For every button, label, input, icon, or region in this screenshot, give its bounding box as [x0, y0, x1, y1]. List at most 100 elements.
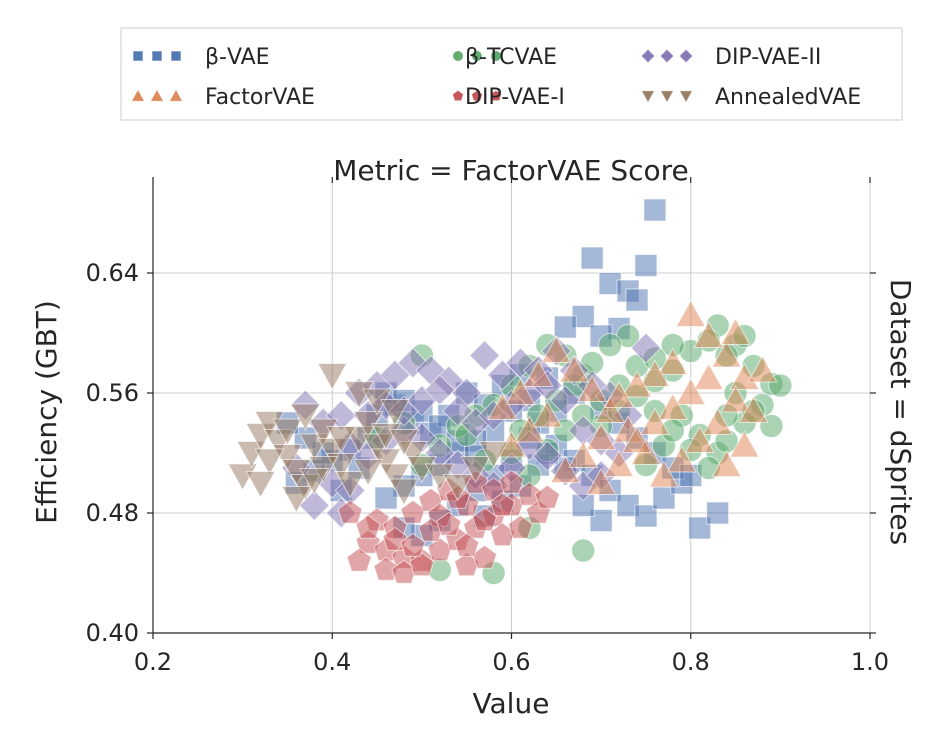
data-point	[487, 392, 518, 420]
data-point	[272, 418, 303, 446]
data-point	[675, 377, 706, 405]
series-triangle-down	[227, 363, 509, 514]
legend-marker	[149, 88, 165, 102]
data-point	[603, 380, 635, 408]
legend-marker	[451, 89, 465, 102]
legend-marker	[678, 48, 694, 64]
x-axis-label: Value	[473, 687, 550, 720]
data-point	[388, 478, 420, 506]
legend-marker	[490, 50, 502, 62]
legend-item: FactorVAE	[130, 85, 315, 110]
data-point	[541, 335, 572, 363]
data-point	[346, 547, 372, 572]
data-point	[693, 362, 724, 390]
legend-item: AnnealedVAE	[640, 85, 861, 110]
data-point	[720, 385, 751, 413]
legend-marker	[151, 50, 163, 62]
x-tick-label: 0.2	[134, 648, 172, 676]
data-point	[454, 532, 480, 557]
data-point	[559, 355, 590, 383]
data-point	[598, 332, 623, 358]
data-point	[382, 526, 408, 551]
data-point	[374, 486, 398, 510]
data-point	[469, 339, 501, 372]
legend-marker	[471, 50, 483, 62]
legend-marker	[132, 50, 144, 62]
series-pentagon	[337, 469, 560, 584]
data-point	[603, 449, 635, 477]
data-point	[352, 459, 384, 487]
data-point	[684, 425, 715, 453]
data-point	[549, 384, 581, 417]
facet-row-label: Dataset = dSprites	[884, 279, 917, 545]
legend-label: DIP-VAE-I	[465, 85, 565, 110]
legend-item: β-TCVAE	[452, 45, 557, 70]
data-point	[738, 395, 769, 423]
data-point	[634, 254, 658, 277]
data-point	[298, 489, 330, 522]
legend-marker	[130, 88, 146, 102]
data-point	[666, 445, 697, 473]
data-point	[577, 374, 608, 402]
data-point	[424, 374, 456, 406]
data-point	[326, 426, 357, 454]
data-point	[594, 395, 626, 423]
data-point	[317, 363, 348, 391]
x-tick-label: 0.8	[672, 648, 710, 676]
legend-marker	[168, 88, 184, 102]
data-point	[589, 509, 613, 532]
data-point	[290, 403, 321, 431]
x-tick-label: 0.6	[492, 648, 530, 676]
data-point	[675, 299, 706, 327]
data-point	[585, 422, 617, 450]
data-point	[460, 456, 491, 484]
data-point	[379, 399, 411, 427]
legend-marker	[170, 50, 182, 62]
data-point	[688, 516, 712, 540]
legend-label: DIP-VAE-II	[715, 45, 821, 70]
data-point	[634, 504, 658, 528]
data-point	[337, 499, 363, 524]
data-point	[747, 355, 778, 383]
legend-item: DIP-VAE-I	[451, 85, 565, 110]
data-point	[489, 492, 516, 517]
legend-label: β-TCVAE	[465, 45, 557, 70]
legend-marker	[678, 90, 694, 104]
data-point	[706, 501, 730, 525]
data-point	[585, 467, 617, 495]
data-point	[523, 359, 554, 387]
data-point	[531, 440, 563, 472]
legend-marker	[640, 90, 656, 104]
series-triangle-up	[487, 299, 778, 495]
data-point	[693, 320, 724, 348]
data-point	[505, 377, 536, 405]
legend-label: FactorVAE	[205, 85, 315, 110]
data-point	[639, 359, 671, 387]
data-point	[648, 460, 680, 488]
data-point	[534, 484, 560, 509]
legend-marker	[659, 90, 675, 104]
data-point	[550, 455, 581, 483]
data-point	[245, 471, 276, 499]
y-tick-label: 0.48	[86, 499, 139, 527]
data-point	[442, 474, 473, 502]
data-point	[478, 441, 509, 469]
data-point	[436, 511, 462, 536]
data-point	[621, 425, 653, 453]
x-tick-label: 1.0	[851, 648, 889, 676]
legend-label: AnnealedVAE	[715, 85, 861, 110]
data-point	[720, 317, 751, 345]
data-point	[379, 463, 411, 491]
y-axis-label: Efficiency (GBT)	[30, 300, 63, 524]
data-point	[532, 400, 563, 428]
legend-marker	[489, 89, 503, 102]
data-point	[568, 440, 599, 468]
data-point	[657, 392, 688, 420]
data-point	[711, 340, 742, 368]
data-point	[553, 315, 577, 339]
data-point	[281, 486, 312, 514]
data-point	[388, 429, 420, 457]
data-point	[657, 347, 688, 375]
data-point	[643, 198, 667, 222]
y-tick-label: 0.64	[86, 259, 139, 287]
